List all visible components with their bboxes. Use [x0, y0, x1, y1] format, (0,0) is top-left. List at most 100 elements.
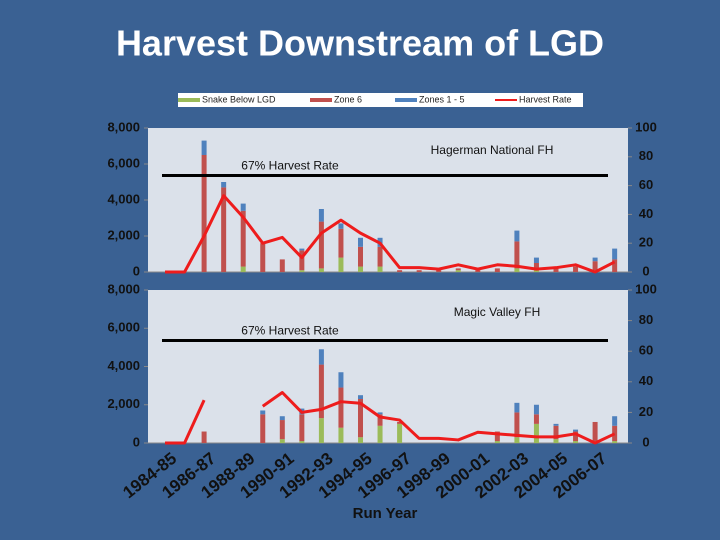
bar-segment — [514, 241, 520, 269]
bar-segment — [533, 404, 539, 415]
bar-segment — [260, 414, 266, 443]
bar-segment — [553, 423, 559, 426]
bar-segment — [553, 439, 559, 443]
legend-label: Snake Below LGD — [202, 94, 276, 104]
bar-segment — [221, 187, 227, 272]
bar-segment — [612, 441, 618, 443]
y2-tick-label: 80 — [639, 312, 653, 327]
legend-swatch — [178, 98, 200, 102]
y2-tick-label: 60 — [639, 343, 653, 358]
bar-segment — [612, 425, 618, 442]
bar-segment — [358, 399, 363, 438]
y-tick-label: 4,000 — [107, 191, 140, 206]
bar-segment — [377, 425, 383, 443]
bar-segment — [397, 421, 403, 424]
chart-title: Harvest Downstream of LGD — [116, 23, 604, 64]
bar-segment — [553, 268, 559, 272]
bar-segment — [299, 270, 305, 272]
bar-segment — [299, 250, 305, 271]
legend-swatch — [310, 98, 332, 102]
bar-segment — [514, 437, 520, 443]
bar-segment — [377, 266, 383, 272]
bar-segment — [338, 223, 344, 229]
legend-label: Zones 1 - 5 — [419, 94, 465, 104]
bar-segment — [279, 439, 285, 443]
bar-segment — [338, 228, 344, 258]
rate-line — [165, 194, 616, 274]
bar-segment — [592, 421, 598, 442]
plot-area — [148, 290, 628, 443]
bar-segment — [201, 155, 207, 272]
y-tick-label: 6,000 — [107, 320, 140, 335]
legend-label: Harvest Rate — [519, 94, 572, 104]
bar-segment — [318, 418, 324, 443]
bar-segment — [573, 266, 579, 272]
bar-segment — [533, 270, 539, 272]
bar-segment — [592, 257, 598, 262]
y2-tick-label: 0 — [642, 434, 649, 449]
bar-segment — [377, 414, 383, 426]
reference-label: 67% Harvest Rate — [241, 159, 339, 173]
bar-segment — [338, 372, 344, 388]
y2-tick-label: 40 — [639, 206, 653, 221]
bar-segment — [260, 243, 266, 272]
y-tick-label: 4,000 — [107, 358, 140, 373]
x-axis-label: Run Year — [353, 505, 418, 522]
bar-segment — [514, 402, 520, 413]
bar-segment — [494, 431, 500, 442]
bar-segment — [318, 268, 324, 272]
bar-segment — [318, 349, 324, 365]
bar-segment — [377, 412, 383, 415]
bar-segment — [533, 423, 539, 443]
y2-tick-label: 60 — [639, 177, 653, 192]
bar-segment — [494, 441, 500, 443]
bar-segment — [299, 414, 305, 442]
bar-segment — [201, 431, 207, 443]
panel-title: Hagerman National FH — [431, 143, 554, 157]
bar-segment — [553, 425, 559, 440]
panel-title: Magic Valley FH — [454, 305, 540, 319]
bar-segment — [533, 263, 539, 271]
bar-segment — [358, 437, 363, 443]
rate-line — [165, 391, 616, 445]
y-tick-label: 8,000 — [107, 281, 140, 296]
y-tick-label: 0 — [133, 434, 140, 449]
y2-tick-label: 20 — [639, 404, 653, 419]
bar-segment — [358, 237, 363, 247]
bar-segment — [318, 221, 324, 269]
bar-segment — [573, 431, 579, 442]
y-tick-label: 2,000 — [107, 227, 140, 242]
bar-segment — [514, 412, 520, 438]
bar-segment — [494, 268, 500, 272]
legend — [178, 93, 583, 107]
legend-swatch — [395, 98, 417, 102]
bar-segment — [612, 259, 618, 272]
y-tick-label: 2,000 — [107, 396, 140, 411]
bar-segment — [514, 268, 520, 272]
y2-tick-label: 100 — [635, 281, 657, 296]
bar-segment — [436, 270, 442, 272]
y-tick-label: 0 — [133, 263, 140, 278]
bar-segment — [533, 257, 539, 263]
bar-segment — [416, 270, 422, 272]
bar-segment — [338, 257, 344, 272]
y2-tick-label: 0 — [642, 263, 649, 278]
bar-segment — [279, 259, 285, 272]
bar-segment — [260, 410, 266, 415]
bar-segment — [397, 423, 403, 443]
bar-segment — [397, 270, 403, 272]
bar-segment — [377, 246, 383, 267]
bar-segment — [475, 270, 481, 272]
bar-segment — [358, 266, 363, 272]
bar-segment — [358, 395, 363, 400]
bar-segment — [514, 230, 520, 242]
y-tick-label: 6,000 — [107, 155, 140, 170]
bar-segment — [240, 210, 246, 267]
y-tick-label: 8,000 — [107, 119, 140, 134]
bar-segment — [338, 387, 344, 428]
bar-segment — [592, 261, 598, 271]
y2-tick-label: 20 — [639, 235, 653, 250]
bar-segment — [573, 441, 579, 443]
bar-segment — [612, 248, 618, 260]
